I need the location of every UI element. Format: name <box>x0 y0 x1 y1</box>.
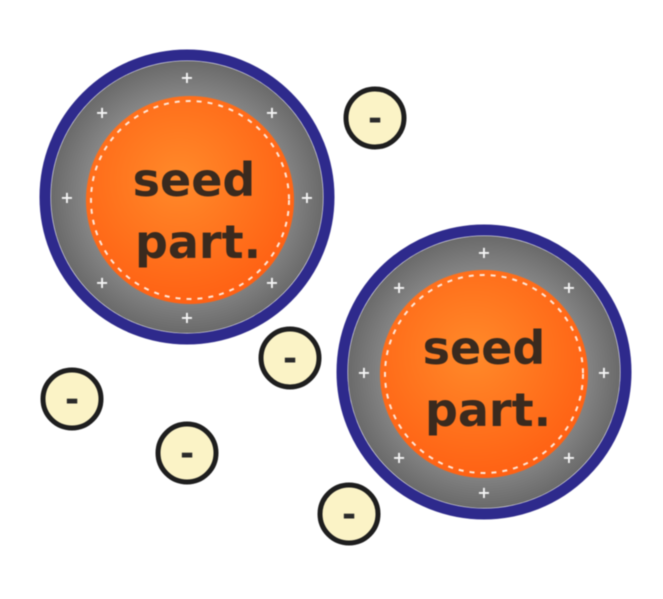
plus-charge-icon: + <box>357 363 370 382</box>
negative-ion-icon <box>317 482 381 546</box>
core-dotted-border <box>384 274 584 474</box>
outer-ring <box>39 49 335 345</box>
plus-charge-icon: + <box>477 483 490 502</box>
orange-core <box>380 270 588 478</box>
plus-charge-icon: + <box>95 273 108 292</box>
negative-ion-4: - <box>155 421 219 485</box>
seed-label-line2: part. <box>425 383 551 437</box>
negative-ion-3: - <box>40 367 104 431</box>
core-dotted-border <box>90 100 290 300</box>
plus-charge-icon: + <box>597 363 610 382</box>
ion-sign: - <box>368 99 382 139</box>
plus-charge-icon: + <box>392 278 405 297</box>
seed-label-line2: part. <box>135 215 261 269</box>
negative-ion-icon <box>40 367 104 431</box>
plus-charge-icon: + <box>180 68 193 87</box>
plus-charge-icon: + <box>392 448 405 467</box>
ion-sign: - <box>180 434 194 474</box>
negative-ion-icon <box>343 86 407 150</box>
plus-charge-icon: + <box>180 308 193 327</box>
plus-charge-icon: + <box>300 188 313 207</box>
plus-charge-icon: + <box>562 278 575 297</box>
plus-charge-icon: + <box>562 448 575 467</box>
negative-ion-icon <box>155 421 219 485</box>
negative-ion-icon <box>258 326 322 390</box>
plus-charge-icon: + <box>60 188 73 207</box>
seed-label-line1: seed <box>423 321 546 375</box>
surface-plus-charges: + + + + + + + + <box>60 68 313 327</box>
negative-ion-1: - <box>343 86 407 150</box>
ion-sign: - <box>342 495 356 535</box>
orange-core <box>86 96 294 304</box>
plus-charge-icon: + <box>265 273 278 292</box>
plus-charge-icon: + <box>95 103 108 122</box>
negative-ion-2: - <box>258 326 322 390</box>
ion-sign: - <box>65 380 79 420</box>
plus-charge-icon: + <box>265 103 278 122</box>
plus-charge-icon: + <box>477 243 490 262</box>
surface-plus-charges: + + + + + + + + <box>357 243 610 502</box>
seed-particle-2: + + + + + + + + seed part. <box>336 224 632 520</box>
seed-label-line1: seed <box>133 153 256 207</box>
outer-ring <box>336 224 632 520</box>
negative-ion-5: - <box>317 482 381 546</box>
seed-particle-1: + + + + + + + + seed part. <box>39 49 335 345</box>
ion-sign: - <box>283 339 297 379</box>
